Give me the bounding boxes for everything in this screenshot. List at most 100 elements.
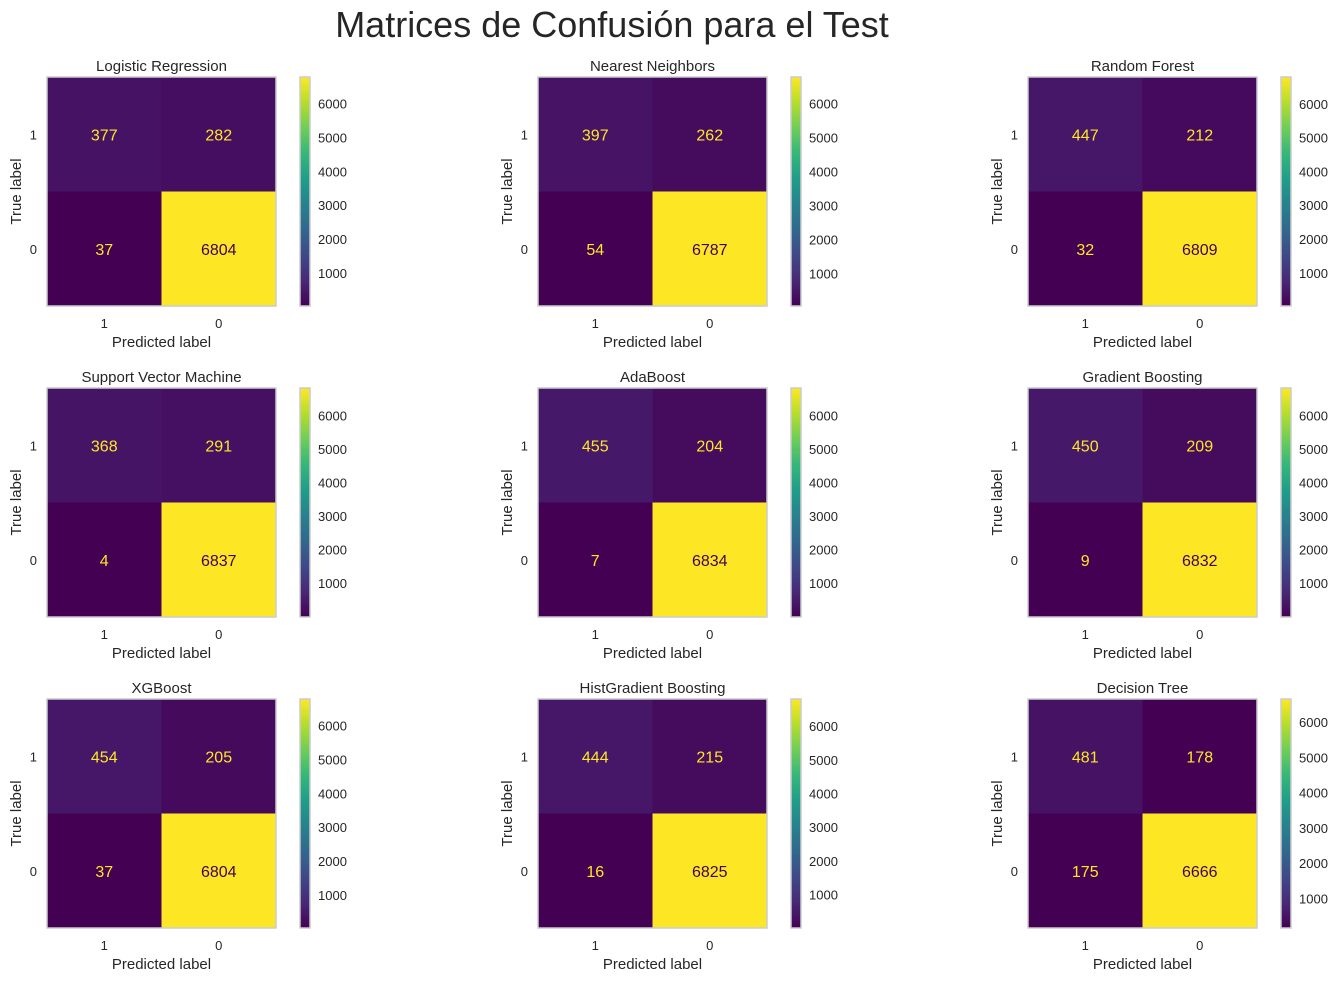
matrix-frame xyxy=(537,76,768,307)
cell-value-label: 32 xyxy=(1076,242,1094,259)
y-axis-label: True label xyxy=(989,780,1006,846)
matrix-cell xyxy=(1028,502,1143,617)
matrix-cell xyxy=(652,191,767,306)
colorbar-tick-label: 6000 xyxy=(318,719,347,734)
colorbar-tick-label: 2000 xyxy=(318,854,347,869)
matrix-cell xyxy=(538,77,653,192)
x-axis-label: Predicted label xyxy=(112,956,211,973)
y-tick-label: 0 xyxy=(521,864,528,879)
cell-value-label: 6804 xyxy=(201,242,237,259)
matrix-cell xyxy=(652,77,767,192)
colorbar-tick-label: 5000 xyxy=(318,131,347,146)
x-tick-label: 1 xyxy=(101,938,108,953)
matrix-cell xyxy=(652,502,767,617)
matrix-title: HistGradient Boosting xyxy=(580,680,726,697)
matrix-title: XGBoost xyxy=(131,680,192,697)
colorbar-tick-label: 4000 xyxy=(809,787,838,802)
colorbar-tick-label: 4000 xyxy=(318,476,347,491)
matrix-cell xyxy=(47,388,162,503)
y-axis-label: True label xyxy=(989,469,1006,535)
x-axis-label: Predicted label xyxy=(603,645,702,662)
cell-value-label: 209 xyxy=(1186,438,1213,455)
matrix-cell xyxy=(47,502,162,617)
x-tick-label: 0 xyxy=(706,627,713,642)
confusion-matrix-5: Gradient Boosting 450 209 9 6832 1 0 1 0 Predicte… xyxy=(989,369,1328,662)
matrix-cell xyxy=(538,388,653,503)
colorbar-tick-label: 1000 xyxy=(318,266,347,281)
matrix-title: AdaBoost xyxy=(620,369,686,386)
colorbar-tick-label: 3000 xyxy=(809,820,838,835)
colorbar-tick-label: 2000 xyxy=(1299,232,1328,247)
colorbar-tick-label: 4000 xyxy=(809,164,838,179)
colorbar-tick-label: 5000 xyxy=(809,130,838,145)
matrix-frame xyxy=(537,698,768,929)
colorbar-tick-label: 3000 xyxy=(1299,821,1328,836)
matrix-cell xyxy=(1142,502,1257,617)
matrix-cell xyxy=(1028,191,1143,306)
matrix-cell xyxy=(161,191,276,306)
colorbar xyxy=(299,76,311,307)
colorbar-tick-label: 4000 xyxy=(1299,786,1328,801)
confusion-matrix-2: Random Forest 447 212 32 6809 1 0 1 0 Predicted l… xyxy=(989,58,1328,351)
cell-value-label: 6809 xyxy=(1182,242,1218,259)
y-tick-label: 1 xyxy=(521,127,528,142)
confusion-matrix-6: XGBoost 454 205 37 6804 1 0 1 0 Predicted label Tr… xyxy=(8,680,347,973)
colorbar-tick-label: 6000 xyxy=(1299,408,1328,423)
cell-value-label: 454 xyxy=(91,749,118,766)
cell-value-label: 37 xyxy=(95,864,113,881)
matrix-cell xyxy=(161,388,276,503)
x-tick-label: 0 xyxy=(1196,627,1203,642)
cell-value-label: 377 xyxy=(91,127,118,144)
matrix-cell xyxy=(47,813,162,928)
matrix-cell xyxy=(161,77,276,192)
colorbar-tick-label: 3000 xyxy=(809,509,838,524)
matrix-title: Random Forest xyxy=(1091,58,1195,75)
cell-value-label: 6834 xyxy=(692,553,728,570)
colorbar-tick-label: 1000 xyxy=(1299,576,1328,591)
y-tick-label: 0 xyxy=(30,553,37,568)
matrix-cell xyxy=(1142,77,1257,192)
matrix-cell xyxy=(161,813,276,928)
matrix-cell xyxy=(538,813,653,928)
matrix-cell xyxy=(652,813,767,928)
colorbar-tick-label: 3000 xyxy=(1299,509,1328,524)
x-tick-label: 1 xyxy=(1082,316,1089,331)
y-tick-label: 1 xyxy=(1011,438,1018,453)
colorbar-tick-label: 5000 xyxy=(318,442,347,457)
colorbar-tick-label: 6000 xyxy=(1299,97,1328,112)
matrix-title: Gradient Boosting xyxy=(1082,369,1202,386)
x-tick-label: 0 xyxy=(215,316,222,331)
colorbar-tick-label: 6000 xyxy=(809,719,838,734)
y-tick-label: 0 xyxy=(1011,553,1018,568)
cell-value-label: 178 xyxy=(1186,749,1213,766)
colorbar-tick-label: 4000 xyxy=(1299,164,1328,179)
cell-value-label: 6787 xyxy=(692,242,728,259)
y-axis-label: True label xyxy=(499,469,516,535)
matrix-cell xyxy=(1028,699,1143,814)
x-tick-label: 1 xyxy=(592,316,599,331)
x-tick-label: 1 xyxy=(101,627,108,642)
matrix-title: Nearest Neighbors xyxy=(590,58,715,75)
y-tick-label: 1 xyxy=(1011,127,1018,142)
colorbar xyxy=(790,387,802,618)
confusion-matrix-1: Nearest Neighbors 397 262 54 6787 1 0 1 0 Predict… xyxy=(499,58,838,351)
cell-value-label: 215 xyxy=(696,749,723,766)
x-tick-label: 0 xyxy=(706,938,713,953)
colorbar-tick-label: 2000 xyxy=(318,232,347,247)
colorbar-tick-label: 3000 xyxy=(318,509,347,524)
matrix-frame xyxy=(46,76,277,307)
x-axis-label: Predicted label xyxy=(112,334,211,351)
cell-value-label: 6804 xyxy=(201,864,237,881)
cell-value-label: 368 xyxy=(91,438,118,455)
matrix-cell xyxy=(161,699,276,814)
colorbar-tick-label: 1000 xyxy=(1299,891,1328,906)
cell-value-label: 262 xyxy=(696,127,723,144)
x-axis-label: Predicted label xyxy=(603,956,702,973)
y-axis-label: True label xyxy=(499,158,516,224)
colorbar-tick-label: 4000 xyxy=(318,786,347,801)
x-tick-label: 0 xyxy=(215,627,222,642)
colorbar-tick-label: 6000 xyxy=(1299,715,1328,730)
x-tick-label: 1 xyxy=(592,627,599,642)
matrix-cell xyxy=(1142,699,1257,814)
